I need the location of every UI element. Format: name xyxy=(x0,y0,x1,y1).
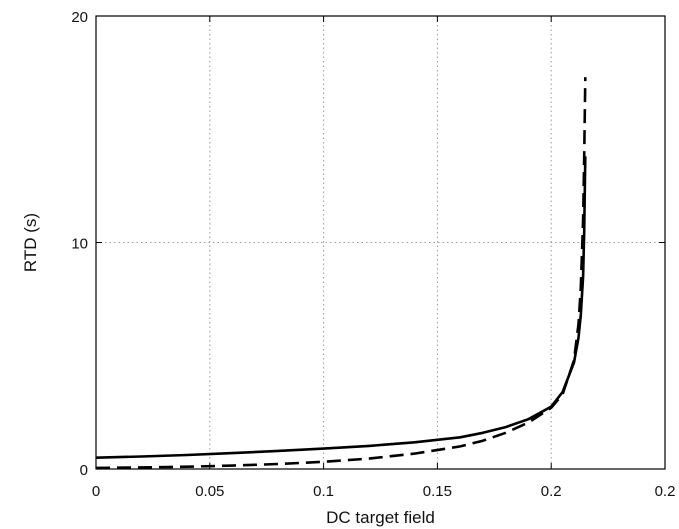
y-axis-label: RTD (s) xyxy=(21,213,40,272)
axis-ticks: 0 0.05 0.1 0.15 0.2 0.2 0 10 20 xyxy=(71,9,675,500)
x-tick-label: 0 xyxy=(92,483,100,500)
x-tick-label: 0.2 xyxy=(541,483,562,500)
dashed-series-line xyxy=(95,77,587,470)
series-layer xyxy=(95,77,587,470)
x-tick-label: 0.15 xyxy=(423,483,452,500)
x-tick-label: 0.2 xyxy=(655,483,676,500)
x-axis-label: DC target field xyxy=(326,508,435,527)
y-tick-label: 20 xyxy=(71,9,88,26)
y-tick-label: 0 xyxy=(80,462,88,479)
x-tick-label: 0.1 xyxy=(313,483,334,500)
x-tick-label: 0.05 xyxy=(195,483,224,500)
y-tick-label: 10 xyxy=(71,236,88,253)
grid-lines xyxy=(96,16,665,469)
solid-series-line xyxy=(95,156,587,459)
